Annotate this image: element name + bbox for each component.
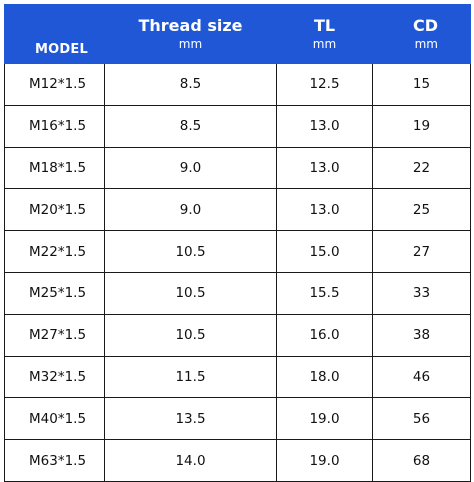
tl-cell: 18.0 [276, 355, 373, 399]
tl-cell: 19.0 [276, 439, 373, 482]
spec-table: MODEL Thread size mm TL mm CD mm M12*1.5… [4, 4, 471, 482]
thread-size-cell: 11.5 [104, 355, 277, 399]
model-cell: M32*1.5 [4, 355, 105, 399]
header-row: MODEL Thread size mm TL mm CD mm [4, 4, 471, 64]
table-row: M32*1.5 11.5 18.0 46 [4, 355, 471, 399]
model-cell: M18*1.5 [4, 146, 105, 190]
tl-cell: 19.0 [276, 397, 373, 441]
table-row: M25*1.5 10.5 15.5 33 [4, 271, 471, 315]
thread-size-cell: 9.0 [104, 188, 277, 232]
model-cell: M27*1.5 [4, 313, 105, 357]
thread-size-column-header: Thread size mm [104, 4, 277, 64]
table-row: M27*1.5 10.5 16.0 38 [4, 313, 471, 357]
tl-unit-label: mm [312, 37, 337, 51]
thread-size-unit-label: mm [178, 37, 203, 51]
table-row: M40*1.5 13.5 19.0 56 [4, 397, 471, 441]
tl-cell: 13.0 [276, 146, 373, 190]
thread-size-cell: 8.5 [104, 104, 277, 148]
cd-cell: 38 [372, 313, 471, 357]
table-row: M16*1.5 8.5 13.0 19 [4, 104, 471, 148]
thread-size-header-label: Thread size [138, 16, 243, 35]
tl-cell: 15.5 [276, 271, 373, 315]
cd-cell: 68 [372, 439, 471, 482]
cd-header-label: CD [412, 16, 438, 35]
thread-size-cell: 10.5 [104, 230, 277, 273]
cd-cell: 22 [372, 146, 471, 190]
model-cell: M20*1.5 [4, 188, 105, 232]
cd-cell: 15 [372, 63, 471, 106]
table-row: M12*1.5 8.5 12.5 15 [4, 63, 471, 106]
model-column-header: MODEL [4, 4, 105, 64]
table-body: M12*1.5 8.5 12.5 15 M16*1.5 8.5 13.0 19 M18*1.5 9… [4, 63, 471, 482]
tl-cell: 13.0 [276, 104, 373, 148]
tl-cell: 13.0 [276, 188, 373, 232]
thread-size-cell: 10.5 [104, 313, 277, 357]
tl-cell: 15.0 [276, 230, 373, 273]
model-cell: M40*1.5 [4, 397, 105, 441]
tl-cell: 16.0 [276, 313, 373, 357]
thread-size-cell: 9.0 [104, 146, 277, 190]
tl-header-label: TL [313, 16, 336, 35]
cd-unit-label: mm [414, 37, 438, 51]
thread-size-cell: 10.5 [104, 271, 277, 315]
cd-cell: 19 [372, 104, 471, 148]
tl-column-header: TL mm [276, 4, 373, 64]
table-row: M18*1.5 9.0 13.0 22 [4, 146, 471, 190]
model-cell: M16*1.5 [4, 104, 105, 148]
table-row: M63*1.5 14.0 19.0 68 [4, 439, 471, 482]
cd-cell: 27 [372, 230, 471, 273]
thread-size-cell: 14.0 [104, 439, 277, 482]
cd-cell: 46 [372, 355, 471, 399]
cd-cell: 33 [372, 271, 471, 315]
cd-cell: 56 [372, 397, 471, 441]
model-cell: M63*1.5 [4, 439, 105, 482]
tl-cell: 12.5 [276, 63, 373, 106]
table-row: M20*1.5 9.0 13.0 25 [4, 188, 471, 232]
cd-cell: 25 [372, 188, 471, 232]
thread-size-cell: 8.5 [104, 63, 277, 106]
thread-size-cell: 13.5 [104, 397, 277, 441]
model-cell: M12*1.5 [4, 63, 105, 106]
model-cell: M25*1.5 [4, 271, 105, 315]
table-row: M22*1.5 10.5 15.0 27 [4, 230, 471, 273]
cd-column-header: CD mm [372, 4, 471, 64]
model-cell: M22*1.5 [4, 230, 105, 273]
model-header-label: MODEL [35, 42, 88, 57]
